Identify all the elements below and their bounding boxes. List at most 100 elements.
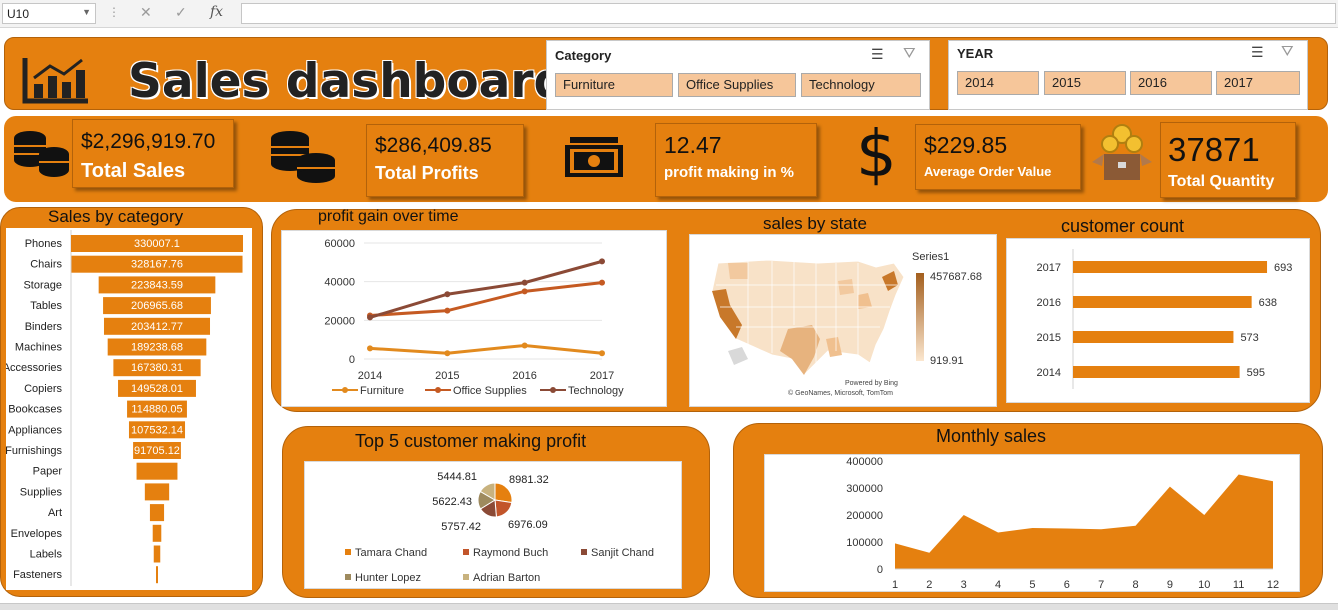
- us-map-icon: [711, 259, 905, 376]
- category-value-label: 223843.59: [131, 279, 183, 291]
- x-tick-label: 6: [1064, 579, 1070, 591]
- sheet-tab-strip[interactable]: [0, 603, 1338, 610]
- insert-function-icon[interactable]: fx: [210, 4, 224, 20]
- name-box[interactable]: U10 ▼: [2, 3, 96, 24]
- slicer-item-technology[interactable]: Technology: [801, 73, 921, 97]
- top5-customers-chart: 8981.32 6976.09 5757.42 5622.43 5444.81 Tamar…: [304, 461, 682, 589]
- legend-swatch: [345, 574, 351, 580]
- category-bar: [103, 317, 211, 335]
- x-tick-label: 10: [1198, 579, 1210, 591]
- kpi-label: profit making in %: [664, 164, 795, 181]
- slicer-item-2015[interactable]: 2015: [1044, 71, 1126, 95]
- pie-data-label: 5444.81: [437, 471, 477, 483]
- customer-bar: [1073, 261, 1268, 273]
- y-tick-label: 400000: [846, 456, 883, 468]
- category-value-label: 328167.76: [131, 259, 183, 271]
- y-tick-label: 60000: [324, 238, 355, 250]
- more-options-icon[interactable]: ⋮: [108, 5, 120, 19]
- data-point: [444, 350, 451, 357]
- series-line: [369, 343, 603, 355]
- slicer-item-2014[interactable]: 2014: [957, 71, 1039, 95]
- chart-logo-icon: [22, 58, 88, 104]
- slicer-item-furniture[interactable]: Furniture: [555, 73, 673, 97]
- customer-value-label: 595: [1247, 367, 1265, 379]
- multi-select-icon[interactable]: ☰: [1251, 44, 1264, 60]
- chart-title: Monthly sales: [936, 426, 1047, 446]
- kpi-average-order-value: $229.85 Average Order Value: [915, 124, 1081, 190]
- x-tick-label: 2016: [512, 370, 536, 382]
- kpi-value: $2,296,919.70: [81, 130, 216, 153]
- category-label: Furnishings: [6, 445, 62, 457]
- enter-check-icon[interactable]: ✓: [175, 4, 187, 20]
- cancel-icon[interactable]: ✕: [140, 4, 152, 20]
- customer-bar: [1073, 366, 1240, 378]
- kpi-value: $229.85: [924, 132, 1008, 158]
- category-value-label: 114880.05: [131, 404, 182, 416]
- x-tick-label: 9: [1167, 579, 1173, 591]
- customer-value-label: 638: [1259, 297, 1277, 309]
- legend-label: Furniture: [360, 385, 404, 397]
- year-slicer: YEAR ☰ ⛛ 2014 2015 2016 2017: [948, 40, 1308, 110]
- map-attribution-bing: Powered by Bing: [845, 380, 898, 387]
- category-bar: [144, 483, 170, 501]
- legend-swatch: [463, 574, 469, 580]
- formula-bar: U10 ▼ ⋮ ✕ ✓ fx: [0, 0, 1338, 28]
- data-point: [599, 279, 605, 286]
- kpi-total-profits: $286,409.85 Total Profits: [366, 124, 524, 197]
- slicer-item-2017[interactable]: 2017: [1216, 71, 1300, 95]
- pie-data-label: 8981.32: [509, 474, 549, 486]
- pie-data-label: 5622.43: [432, 496, 472, 508]
- customer-value-label: 693: [1274, 262, 1292, 274]
- chevron-down-icon[interactable]: ▼: [82, 7, 91, 17]
- category-value-label: 107532.14: [131, 424, 183, 436]
- dollar-icon: $: [856, 118, 897, 192]
- slicer-item-office-supplies[interactable]: Office Supplies: [678, 73, 796, 97]
- sales-by-category-chart: Phones 330007.1 Chairs 328167.76 Storage 2238…: [6, 228, 252, 590]
- customer-value-label: 573: [1240, 332, 1258, 344]
- category-label: Paper: [33, 466, 63, 478]
- x-tick-label: 8: [1132, 579, 1138, 591]
- cash-icon: [565, 137, 623, 177]
- category-bar: [71, 255, 243, 273]
- y-tick-label: 300000: [846, 483, 883, 495]
- category-label: Copiers: [24, 383, 62, 395]
- legend-swatch: [463, 549, 469, 555]
- year-label: 2015: [1037, 332, 1061, 344]
- category-value-label: 149528.01: [131, 383, 183, 395]
- x-tick-label: 11: [1233, 579, 1244, 591]
- legend-label: Technology: [568, 385, 624, 397]
- customer-bar: [1073, 296, 1252, 308]
- legend-label: Hunter Lopez: [355, 572, 421, 584]
- year-label: 2017: [1037, 262, 1061, 274]
- year-label: 2016: [1037, 297, 1061, 309]
- category-label: Accessories: [6, 362, 63, 374]
- clear-filter-icon[interactable]: ⛛: [903, 45, 916, 62]
- clear-filter-icon[interactable]: ⛛: [1281, 43, 1294, 60]
- category-label: Storage: [23, 279, 62, 291]
- data-point: [599, 258, 605, 265]
- slicer-item-2016[interactable]: 2016: [1130, 71, 1212, 95]
- formula-input[interactable]: [241, 3, 1336, 24]
- chart-title: sales by state: [763, 214, 867, 233]
- map-legend-gradient: [916, 273, 924, 361]
- customer-bar: [1073, 331, 1234, 343]
- category-bar: [118, 379, 196, 397]
- category-label: Phones: [25, 238, 63, 250]
- legend-label: Adrian Barton: [473, 572, 540, 584]
- data-point: [599, 350, 605, 357]
- pie-data-label: 5757.42: [441, 521, 481, 533]
- chart-title: Top 5 customer making profit: [355, 431, 587, 451]
- kpi-label: Total Quantity: [1168, 173, 1275, 190]
- category-value-label: 203412.77: [131, 321, 183, 333]
- sales-by-state-map: Series1 457687.68 919.91 Powered by Bing…: [689, 234, 997, 407]
- kpi-value: 12.47: [664, 132, 722, 158]
- category-label: Binders: [25, 321, 63, 333]
- category-label: Bookcases: [8, 404, 62, 416]
- multi-select-icon[interactable]: ☰: [871, 46, 884, 62]
- category-bar: [71, 235, 243, 252]
- category-bar: [98, 276, 216, 294]
- kpi-label: Total Sales: [81, 160, 186, 182]
- data-point: [444, 291, 451, 298]
- category-bar: [107, 338, 207, 356]
- category-label: Tables: [30, 300, 62, 312]
